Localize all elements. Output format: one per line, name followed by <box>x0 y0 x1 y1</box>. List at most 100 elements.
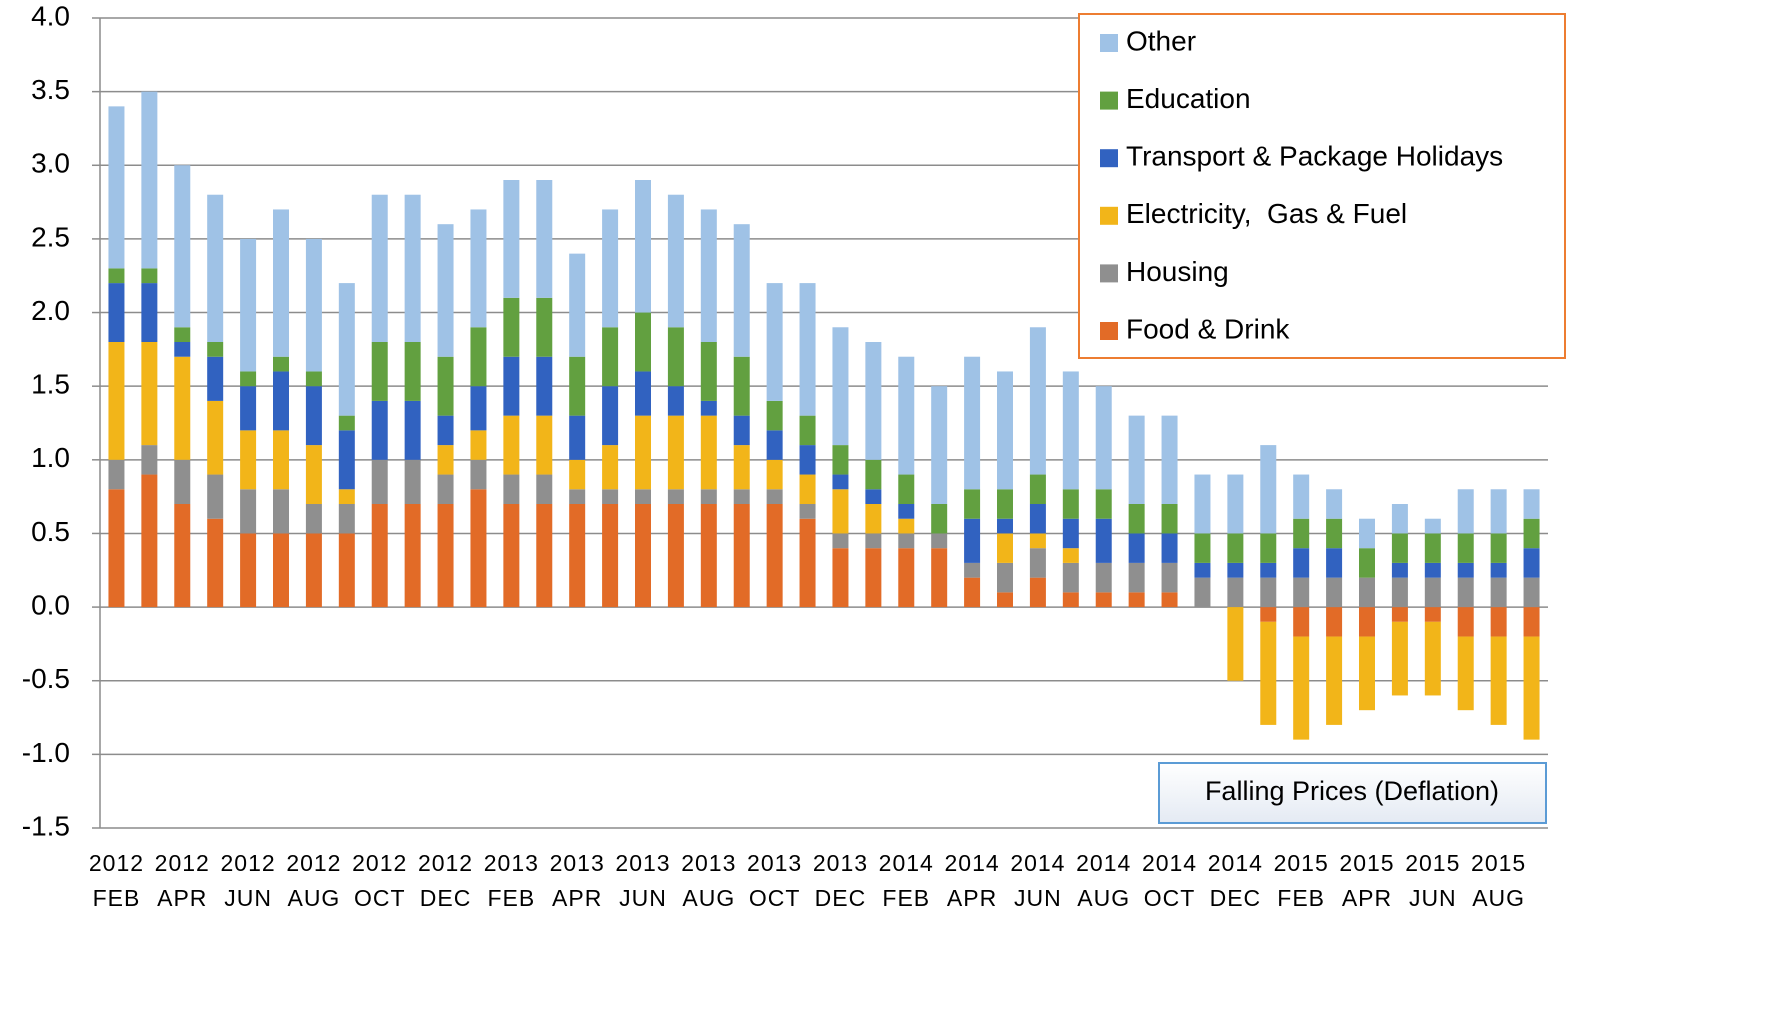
bar-segment <box>1095 489 1112 519</box>
bar-segment <box>964 356 981 490</box>
x-tick-label: 2015 JUN <box>1405 850 1461 911</box>
bar-segment <box>931 548 948 608</box>
bar-segment <box>141 342 158 446</box>
bar-segment <box>766 430 783 460</box>
bar-segment <box>700 400 717 416</box>
bar-segment <box>865 459 882 490</box>
bar-segment <box>569 489 586 504</box>
bar-segment <box>207 474 224 519</box>
bar-segment <box>1029 504 1046 534</box>
bar-segment <box>1359 548 1375 578</box>
bar-segment <box>931 533 948 549</box>
bar-segment <box>667 504 684 608</box>
bar-segment <box>1062 371 1079 490</box>
bar-segment <box>700 342 717 401</box>
bar-segment <box>536 297 553 357</box>
bar-segment <box>371 400 388 460</box>
bar-segment <box>635 504 651 608</box>
bar-segment <box>1062 548 1079 563</box>
bar-segment <box>602 327 619 387</box>
bar-segment <box>437 356 454 416</box>
bar-segment <box>898 356 915 475</box>
bar-segment <box>1391 533 1408 563</box>
bar-segment <box>536 474 553 504</box>
bar-segment <box>1293 607 1310 637</box>
bar-segment <box>437 445 454 475</box>
y-tick-label: 2.5 <box>31 221 70 252</box>
bar-segment <box>700 415 717 490</box>
bar-segment <box>1029 327 1046 475</box>
bar-segment <box>733 445 750 490</box>
bar-segment <box>174 165 191 328</box>
bar-segment <box>964 577 981 608</box>
legend-swatch <box>1100 206 1118 225</box>
bar-segment <box>964 489 981 519</box>
legend-box <box>1078 13 1566 359</box>
bar-segment <box>799 415 816 446</box>
bar-segment <box>667 415 684 490</box>
bar-segment <box>437 504 454 608</box>
bar-segment <box>470 386 487 431</box>
x-tick-label: 2014 DEC <box>1207 850 1263 911</box>
bar-segment <box>865 548 882 608</box>
legend-label: Other <box>1126 25 1196 56</box>
bar-segment <box>141 91 158 269</box>
bar-segment <box>569 415 586 460</box>
bar-segment <box>338 283 355 416</box>
bar-segment <box>667 194 684 328</box>
x-tick-label: 2015 APR <box>1339 850 1395 911</box>
legend-label: Housing <box>1126 256 1229 287</box>
bar-segment <box>240 371 257 387</box>
y-tick-label: 1.0 <box>31 442 70 473</box>
x-tick-label: 2013 AUG <box>681 850 737 911</box>
bar-segment <box>997 592 1013 608</box>
x-tick-label: 2015 FEB <box>1273 850 1329 911</box>
bar-segment <box>865 504 882 534</box>
x-tick-label: 2012 AUG <box>286 850 342 911</box>
bar-segment <box>865 533 882 549</box>
bar-segment <box>1490 607 1507 637</box>
bar-segment <box>273 489 289 534</box>
bar-segment <box>174 342 191 357</box>
bar-segment <box>898 504 915 519</box>
bar-segment <box>635 312 651 372</box>
x-tick-label: 2012 DEC <box>417 850 474 911</box>
bar-segment <box>536 356 553 416</box>
x-tick-label: 2014 FEB <box>878 850 934 911</box>
bar-segment <box>404 504 421 608</box>
bar-segment <box>1029 548 1046 578</box>
bar-segment <box>1095 518 1112 563</box>
bar-segment <box>1128 415 1145 504</box>
bar-segment <box>1029 533 1046 549</box>
bar-segment <box>240 489 257 534</box>
bar-segment <box>898 533 915 549</box>
bar-segment <box>404 459 421 504</box>
bar-segment <box>1128 562 1145 593</box>
bar-segment <box>1490 636 1507 725</box>
bar-segment <box>766 283 783 401</box>
bar-segment <box>1260 577 1277 608</box>
y-tick-label: -1.5 <box>22 810 70 841</box>
bar-segment <box>1523 518 1540 549</box>
bar-segment <box>1523 607 1540 637</box>
legend: Other Education Transport & Package Holida… <box>1078 13 1566 359</box>
x-tick-label: 2013 APR <box>549 850 605 911</box>
bar-segment <box>898 518 915 534</box>
bar-segment <box>1391 577 1408 608</box>
bar-segment <box>1424 607 1441 622</box>
bar-segment <box>1194 577 1211 608</box>
bar-segment <box>371 194 388 342</box>
bar-segment <box>273 430 289 490</box>
x-tick-label: 2013 OCT <box>747 850 803 911</box>
bar-segment <box>1490 489 1507 534</box>
annotation: Falling Prices (Deflation) <box>1205 776 1499 806</box>
bar-segment <box>964 562 981 578</box>
legend-swatch <box>1100 34 1118 52</box>
bar-segment <box>470 459 487 490</box>
bar-segment <box>240 430 257 490</box>
y-tick-label: -1.0 <box>22 737 70 768</box>
bar-segment <box>1359 607 1375 637</box>
bar-segment <box>108 268 125 284</box>
bar-segment <box>1293 636 1310 740</box>
bar-segment <box>1062 518 1079 549</box>
